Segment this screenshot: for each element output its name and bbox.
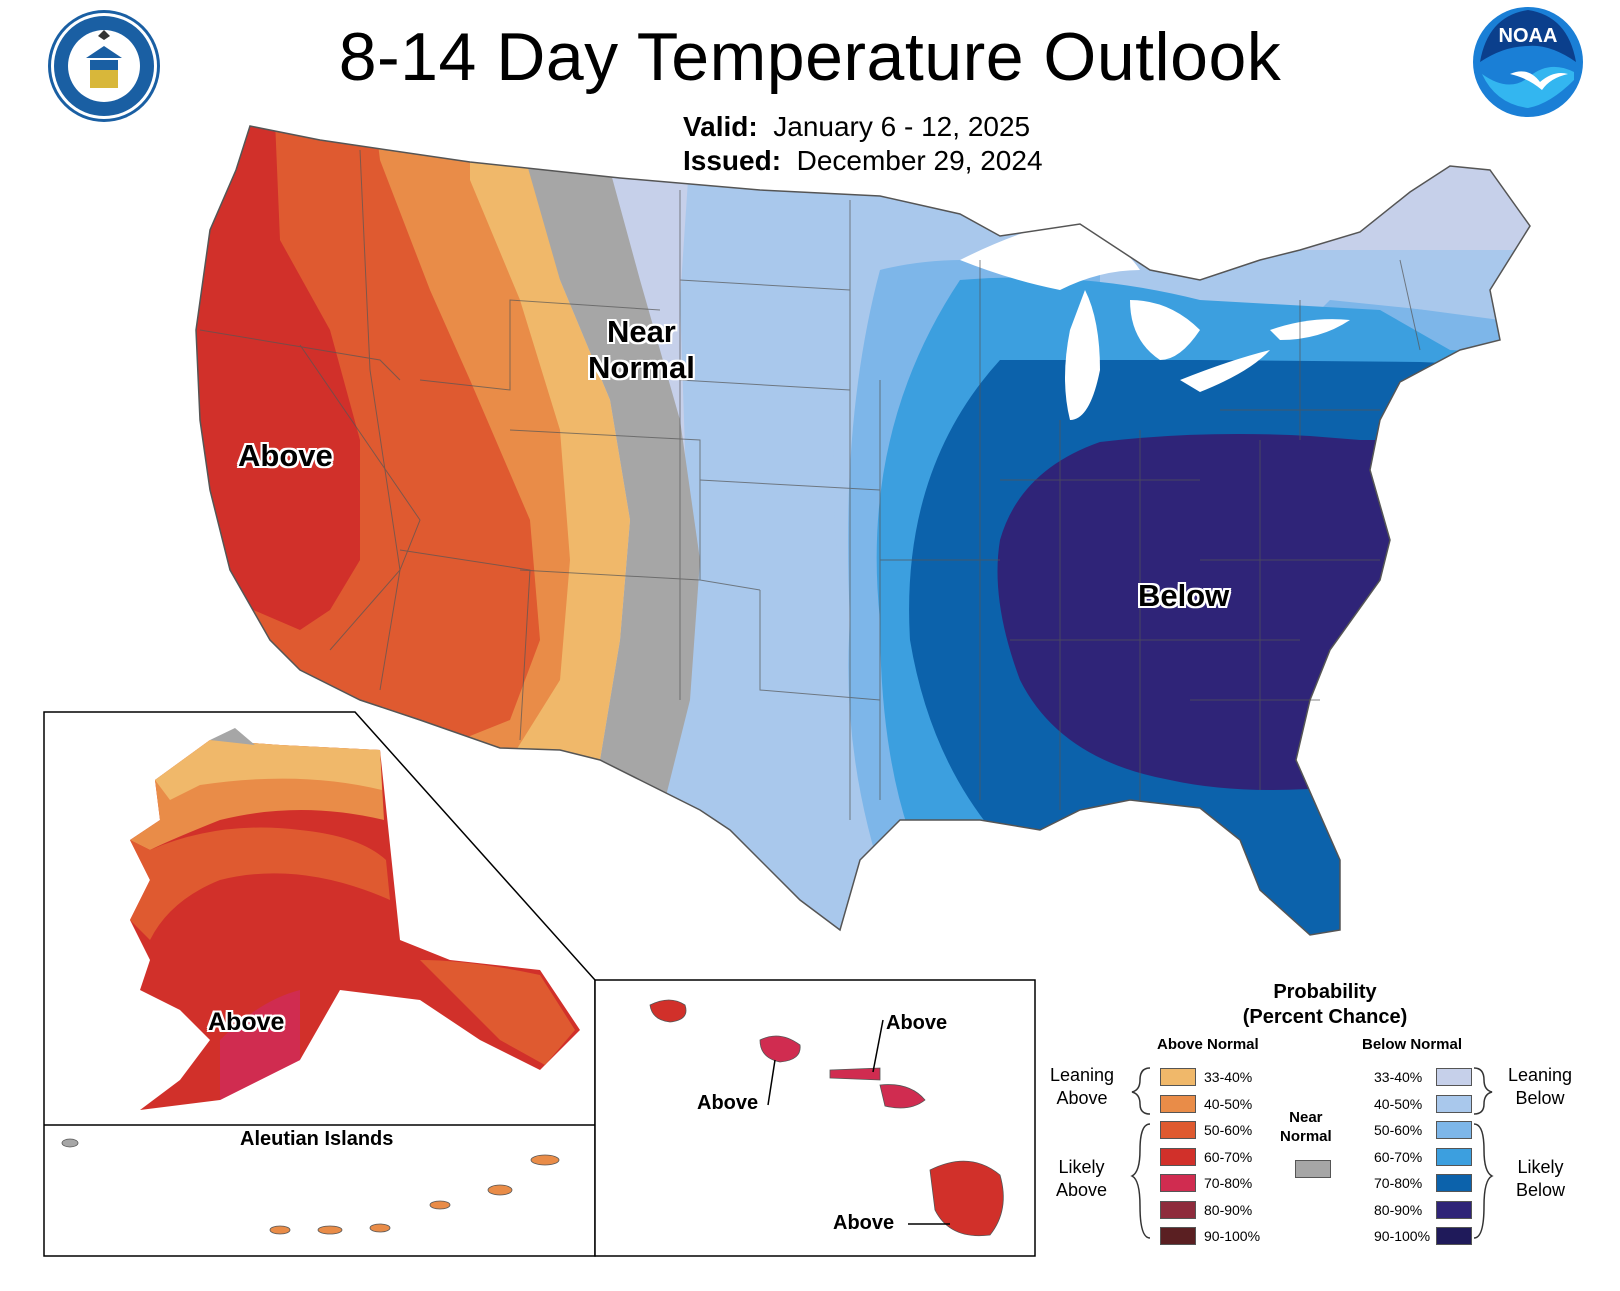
alaska-above-label: Above bbox=[208, 1008, 285, 1036]
hawaii-label-leaders bbox=[767, 1019, 950, 1225]
valid-dates: January 6 - 12, 2025 bbox=[773, 111, 1031, 142]
hawaii-islands bbox=[649, 999, 1004, 1237]
legend-leaning-above-label: Leaning Above bbox=[1050, 1064, 1114, 1110]
conus-near-normal-label: Near Normal bbox=[588, 314, 695, 386]
legend-title: Probability (Percent Chance) bbox=[1210, 980, 1440, 1030]
legend-swatch-above-3 bbox=[1160, 1147, 1196, 1166]
legend-swatch-below-2 bbox=[1436, 1121, 1472, 1139]
conus-outline bbox=[195, 125, 1531, 936]
aleutian-islands-title: Aleutian Islands bbox=[240, 1128, 394, 1150]
likely-below-line2: Below bbox=[1516, 1180, 1566, 1200]
legend-swatch-below-1 bbox=[1436, 1094, 1472, 1113]
lake-erie bbox=[1180, 350, 1270, 392]
legend-range-below-1: 40-50% bbox=[1374, 1095, 1423, 1112]
legend-swatch-below-6 bbox=[1436, 1227, 1472, 1245]
legend-swatch-below-3 bbox=[1436, 1147, 1472, 1166]
alaska-bands bbox=[130, 728, 580, 1110]
legend-title-line1: Probability bbox=[1273, 981, 1377, 1003]
band-near-normal bbox=[520, 160, 700, 850]
legend-above-header: Above Normal bbox=[1157, 1036, 1259, 1053]
noaa-logo-text: NOAA bbox=[1499, 25, 1558, 47]
lake-ontario bbox=[1270, 319, 1350, 340]
legend-near-normal-label: Near Normal bbox=[1280, 1108, 1332, 1146]
hawaii-above-label-oahu: Above bbox=[697, 1092, 759, 1114]
near-normal-line2: Normal bbox=[588, 350, 695, 385]
legend-range-below-5: 80-90% bbox=[1374, 1201, 1423, 1218]
legend-range-below-3: 60-70% bbox=[1374, 1148, 1423, 1165]
near-normal-line1: Near bbox=[606, 314, 676, 349]
legend-range-below-2: 50-60% bbox=[1374, 1122, 1423, 1138]
legend-range-above-1: 40-50% bbox=[1204, 1095, 1253, 1112]
issued-date: December 29, 2024 bbox=[796, 145, 1043, 176]
aleutian-islands bbox=[61, 1138, 560, 1235]
lake-michigan bbox=[1065, 290, 1100, 420]
legend-leaning-below-label: Leaning Below bbox=[1508, 1064, 1572, 1110]
legend-range-below-0: 33-40% bbox=[1374, 1069, 1423, 1085]
legend-range-above-0: 33-40% bbox=[1204, 1069, 1253, 1085]
likely-below-line1: Likely bbox=[1517, 1157, 1564, 1177]
legend-swatch-above-5 bbox=[1160, 1200, 1196, 1219]
legend-range-above-5: 80-90% bbox=[1204, 1201, 1253, 1218]
commerce-seal-logo bbox=[48, 10, 160, 122]
issued-label: Issued: bbox=[683, 145, 782, 176]
likely-above-line2: Above bbox=[1056, 1180, 1108, 1200]
legend-swatch-above-0 bbox=[1160, 1068, 1196, 1086]
near-normal-legend-line2: Normal bbox=[1280, 1128, 1332, 1145]
lake-superior bbox=[960, 220, 1140, 290]
likely-above-line1: Likely bbox=[1058, 1157, 1105, 1177]
legend-likely-above-label: Likely Above bbox=[1056, 1156, 1107, 1202]
leaning-above-line2: Above bbox=[1056, 1088, 1108, 1108]
legend-swatch-below-5 bbox=[1436, 1200, 1472, 1219]
legend-range-above-6: 90-100% bbox=[1204, 1228, 1261, 1244]
legend-below-header: Below Normal bbox=[1362, 1036, 1463, 1053]
leaning-above-line1: Leaning bbox=[1050, 1065, 1115, 1085]
leaning-below-line2: Below bbox=[1515, 1088, 1565, 1108]
legend-swatch-above-4 bbox=[1160, 1174, 1196, 1192]
conus-above-label: Above bbox=[238, 438, 333, 473]
legend-range-above-4: 70-80% bbox=[1204, 1175, 1253, 1191]
legend-swatch-above-1 bbox=[1160, 1094, 1196, 1113]
noaa-logo: NOAA bbox=[1473, 7, 1583, 117]
conus-below-label: Below bbox=[1138, 578, 1230, 613]
map-title: 8-14 Day Temperature Outlook bbox=[338, 19, 1282, 95]
legend-likely-below-label: Likely Below bbox=[1516, 1156, 1565, 1202]
legend-swatch-below-4 bbox=[1436, 1174, 1472, 1192]
legend-swatch-below-0 bbox=[1436, 1068, 1472, 1086]
hawaii-above-label-maui: Above bbox=[886, 1012, 948, 1034]
near-normal-legend-line1: Near bbox=[1289, 1109, 1323, 1126]
valid-issued-block: Valid: January 6 - 12, 2025 Issued: Dece… bbox=[683, 110, 1043, 178]
state-boundaries bbox=[199, 149, 1421, 820]
valid-label: Valid: bbox=[683, 111, 758, 142]
band-above-60-70 bbox=[196, 126, 360, 630]
hawaii-above-label-big-island: Above bbox=[833, 1212, 895, 1234]
legend-title-line2: (Percent Chance) bbox=[1242, 1006, 1408, 1028]
legend-range-below-6: 90-100% bbox=[1374, 1228, 1431, 1244]
legend-near-normal-swatch bbox=[1295, 1160, 1331, 1178]
lake-huron bbox=[1130, 300, 1200, 360]
leaning-below-line1: Leaning bbox=[1508, 1065, 1573, 1085]
legend-swatch-above-6 bbox=[1160, 1227, 1196, 1245]
legend-range-above-2: 50-60% bbox=[1204, 1122, 1253, 1138]
legend-range-below-4: 70-80% bbox=[1374, 1175, 1423, 1191]
legend-swatch-above-2 bbox=[1160, 1121, 1196, 1139]
legend-range-above-3: 60-70% bbox=[1204, 1148, 1253, 1165]
